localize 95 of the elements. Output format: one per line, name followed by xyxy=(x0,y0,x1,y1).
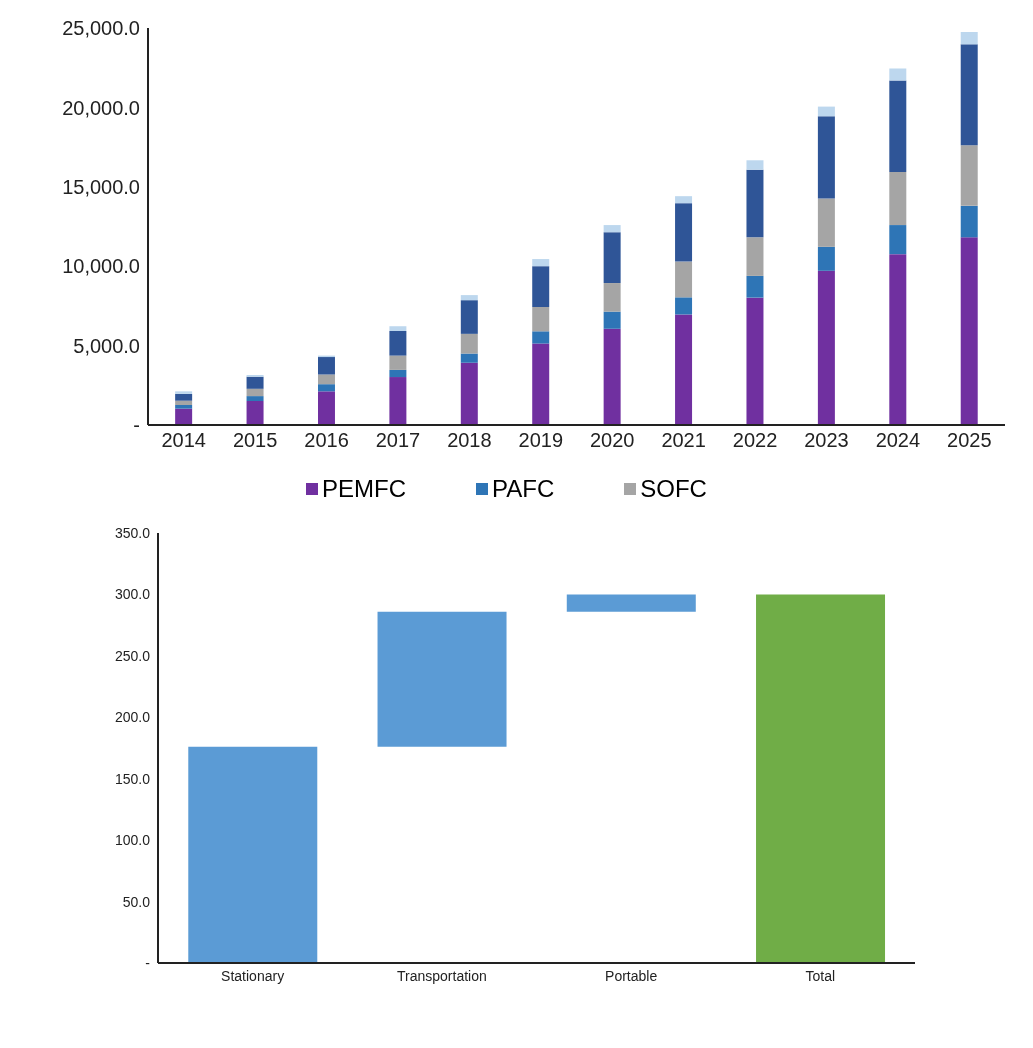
bar xyxy=(317,391,335,425)
y-tick-label: 350.0 xyxy=(114,524,151,541)
x-tick-label: 2015 xyxy=(232,429,278,452)
x-tick-label: 2025 xyxy=(947,429,992,452)
x-tick-label: 2021 xyxy=(661,429,706,452)
bar xyxy=(377,611,507,747)
x-tick-label: Total xyxy=(805,967,836,984)
x-tick-label: 2019 xyxy=(518,429,564,452)
x-tick-label: 2016 xyxy=(304,429,349,452)
y-tick-label: 15,000.0 xyxy=(62,175,140,198)
bar xyxy=(675,203,693,262)
bar xyxy=(746,275,764,298)
x-tick-label: Transportation xyxy=(397,967,487,984)
bar xyxy=(817,198,835,247)
y-tick-label: 150.0 xyxy=(114,770,151,787)
bar xyxy=(960,237,978,425)
bar xyxy=(889,172,907,226)
bar xyxy=(532,331,550,344)
bar xyxy=(460,295,478,301)
y-tick-label: 20,000.0 xyxy=(62,96,140,119)
bar xyxy=(566,594,696,612)
bar xyxy=(603,283,621,312)
bar xyxy=(317,374,335,385)
bar xyxy=(389,326,407,331)
x-tick-label: 2020 xyxy=(589,429,635,452)
x-tick-label: Portable xyxy=(605,967,658,984)
y-tick-label: 10,000.0 xyxy=(62,255,140,278)
bar xyxy=(675,297,693,315)
bar xyxy=(746,169,764,238)
bar xyxy=(175,408,193,425)
bar xyxy=(817,270,835,425)
bar xyxy=(532,343,550,425)
bar xyxy=(817,116,835,199)
bar xyxy=(603,328,621,425)
bar xyxy=(175,391,193,394)
bar xyxy=(960,145,978,206)
bar xyxy=(532,307,550,332)
x-tick-label: 2023 xyxy=(804,429,849,452)
bar xyxy=(889,68,907,81)
y-tick-label: 50.0 xyxy=(122,893,151,910)
x-tick-label: 2024 xyxy=(875,429,921,452)
bar xyxy=(889,225,907,255)
x-tick-label: 2017 xyxy=(375,429,421,452)
bar xyxy=(675,314,693,425)
bar xyxy=(960,205,978,238)
y-tick-label: 100.0 xyxy=(114,832,151,849)
x-tick-label: 2022 xyxy=(732,429,778,452)
y-tick-label: - xyxy=(133,414,140,437)
bar xyxy=(246,376,264,389)
bar xyxy=(460,362,478,425)
bar xyxy=(960,31,978,45)
bar xyxy=(460,333,478,354)
x-tick-label: Stationary xyxy=(221,967,285,984)
bar xyxy=(817,106,835,117)
bar xyxy=(960,44,978,146)
legend-label: PEMFC xyxy=(322,475,407,503)
bar xyxy=(389,330,407,356)
bar xyxy=(175,393,193,401)
y-tick-label: 250.0 xyxy=(114,647,151,664)
bar xyxy=(460,353,478,363)
bar xyxy=(756,594,886,963)
bar xyxy=(188,746,318,963)
bar xyxy=(175,404,193,409)
bar xyxy=(317,384,335,392)
bar xyxy=(389,355,407,370)
bar xyxy=(675,196,693,204)
bar xyxy=(317,357,335,375)
legend-label: PAFC xyxy=(492,475,555,503)
bar xyxy=(889,80,907,173)
legend-label: SOFC xyxy=(640,475,707,503)
bar xyxy=(246,401,264,425)
bar xyxy=(175,400,193,405)
y-tick-label: 5,000.0 xyxy=(73,334,140,357)
bar xyxy=(389,369,407,378)
x-tick-label: 2014 xyxy=(161,429,206,452)
bar xyxy=(675,261,693,298)
bar xyxy=(389,377,407,425)
bar xyxy=(246,396,264,402)
bar xyxy=(246,388,264,397)
y-tick-label: 200.0 xyxy=(114,709,151,726)
bar xyxy=(817,246,835,271)
y-tick-label: 25,000.0 xyxy=(62,17,140,40)
bar xyxy=(532,266,550,308)
bar xyxy=(532,259,550,267)
y-tick-label: - xyxy=(145,954,151,971)
x-tick-label: 2018 xyxy=(447,429,492,452)
bar xyxy=(746,160,764,170)
bar xyxy=(889,254,907,425)
bar xyxy=(746,237,764,276)
bar xyxy=(603,232,621,284)
bar xyxy=(460,300,478,334)
bar xyxy=(603,225,621,233)
bar xyxy=(603,311,621,329)
y-tick-label: 300.0 xyxy=(114,586,151,603)
bar xyxy=(746,297,764,425)
